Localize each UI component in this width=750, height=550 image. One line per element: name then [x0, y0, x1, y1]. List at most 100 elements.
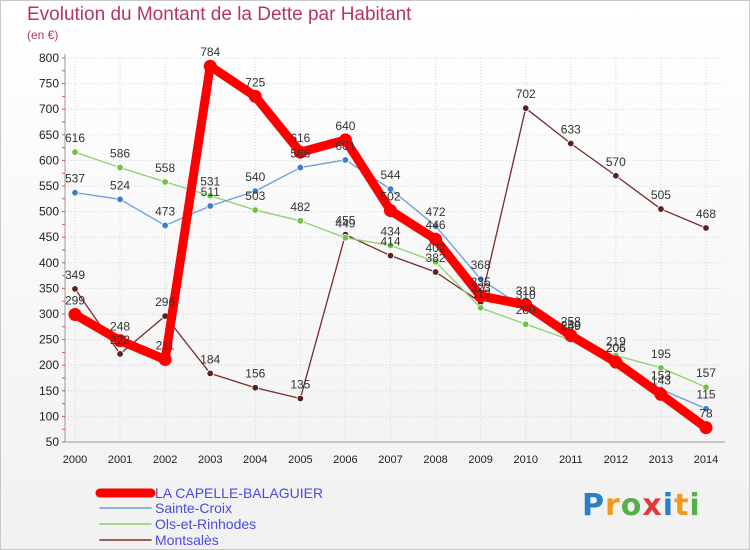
data-point: [657, 205, 665, 213]
data-point: [248, 89, 262, 103]
x-tick-label: 2011: [559, 454, 583, 466]
data-point: [116, 163, 124, 172]
data-label: 725: [245, 75, 265, 89]
x-tick-label: 2001: [108, 454, 132, 466]
x-tick-label: 2007: [378, 454, 402, 466]
data-label: 323: [471, 281, 491, 295]
data-point: [431, 222, 440, 230]
data-point: [161, 178, 169, 186]
data-label: 414: [380, 235, 400, 249]
data-label: 368: [471, 258, 491, 272]
data-label: 402: [426, 241, 446, 255]
chart-subtitle: (en €): [27, 28, 59, 42]
data-label: 482: [290, 200, 310, 214]
data-label: 157: [696, 366, 716, 380]
proxiti-logo: Proxiti: [582, 488, 701, 523]
data-label: 503: [245, 189, 265, 203]
x-tick-label: 2010: [513, 454, 537, 466]
legend-label: Montsalès: [155, 532, 219, 548]
data-label: 143: [651, 373, 671, 387]
data-point: [203, 59, 217, 73]
axes: 50 100 150 200 250 300 350 400 450 500 550 600 650 70…: [39, 51, 725, 466]
data-label: 616: [290, 131, 310, 145]
data-label: 616: [65, 131, 85, 145]
legend-label: Sainte-Croix: [155, 500, 232, 516]
data-point: [522, 320, 530, 328]
y-tick-label: 750: [39, 77, 59, 91]
grid-lines: [65, 57, 725, 443]
x-tick-label: 2014: [694, 454, 718, 466]
data-point: [702, 405, 710, 413]
data-label: 78: [699, 407, 713, 421]
data-label: 702: [516, 87, 536, 101]
data-label: 250: [561, 319, 581, 333]
data-point: [68, 308, 82, 322]
data-label: 349: [65, 268, 85, 282]
x-tick-label: 2009: [468, 454, 492, 466]
data-label: 586: [110, 147, 130, 161]
x-tick-label: 2013: [649, 454, 673, 466]
y-tick-label: 450: [39, 230, 59, 244]
data-label: 335: [471, 275, 491, 289]
data-point: [431, 268, 440, 276]
data-point: [384, 204, 397, 218]
data-point: [296, 217, 305, 225]
y-tick-label: 350: [39, 281, 59, 295]
data-point: [699, 421, 713, 435]
y-tick-label: 200: [39, 358, 59, 372]
data-label: 640: [335, 119, 355, 133]
data-label: 468: [696, 207, 716, 221]
data-point: [429, 232, 443, 246]
data-label: 115: [696, 388, 715, 402]
data-point: [161, 221, 169, 230]
data-point: [567, 139, 575, 148]
data-point: [386, 251, 395, 260]
data-point: [116, 195, 124, 204]
x-tick-label: 2004: [243, 454, 267, 466]
legend: LA CAPELLE-BALAGUIERSainte-CroixOls-et-R…: [95, 485, 323, 548]
data-label: 505: [651, 188, 671, 202]
series-lines: [68, 59, 713, 435]
y-tick-label: 800: [39, 51, 59, 65]
data-label: 156: [245, 367, 265, 381]
y-tick-label: 600: [39, 153, 59, 167]
y-tick-label: 250: [39, 333, 59, 347]
data-label: 633: [561, 123, 581, 137]
data-label: 601: [335, 139, 355, 153]
data-label: 296: [155, 295, 175, 309]
data-label: 502: [380, 190, 400, 204]
data-point: [386, 241, 395, 250]
data-label: 473: [155, 204, 175, 218]
data-point: [206, 369, 214, 378]
x-tick-label: 2005: [288, 454, 312, 466]
data-point: [654, 387, 668, 401]
data-point: [522, 104, 530, 112]
data-label: 544: [380, 168, 400, 182]
data-label: 219: [606, 334, 626, 348]
data-label: 310: [516, 288, 536, 302]
data-point: [251, 187, 259, 195]
data-point: [251, 206, 259, 214]
data-label: 211: [156, 339, 175, 353]
data-point: [476, 304, 485, 312]
data-point: [609, 355, 623, 369]
data-point: [296, 163, 305, 172]
data-label: 299: [65, 294, 85, 308]
x-tick-label: 2012: [604, 454, 628, 466]
data-label: 537: [65, 172, 85, 186]
y-tick-label: 700: [39, 102, 59, 116]
data-label: 258: [561, 315, 581, 329]
data-point: [206, 202, 214, 210]
data-label: 455: [335, 214, 355, 228]
data-label: 586: [290, 147, 310, 161]
data-label: 153: [651, 368, 671, 382]
data-label: 570: [606, 155, 626, 169]
data-point: [341, 156, 350, 164]
data-label: 524: [110, 178, 130, 192]
data-label: 382: [426, 251, 446, 265]
data-point: [71, 148, 79, 156]
data-point: [612, 172, 620, 180]
data-point: [251, 384, 259, 392]
data-labels: 349 222 296 184 156 135 455 414 382 323 702 633 570 5…: [65, 45, 716, 420]
data-point: [113, 334, 127, 348]
